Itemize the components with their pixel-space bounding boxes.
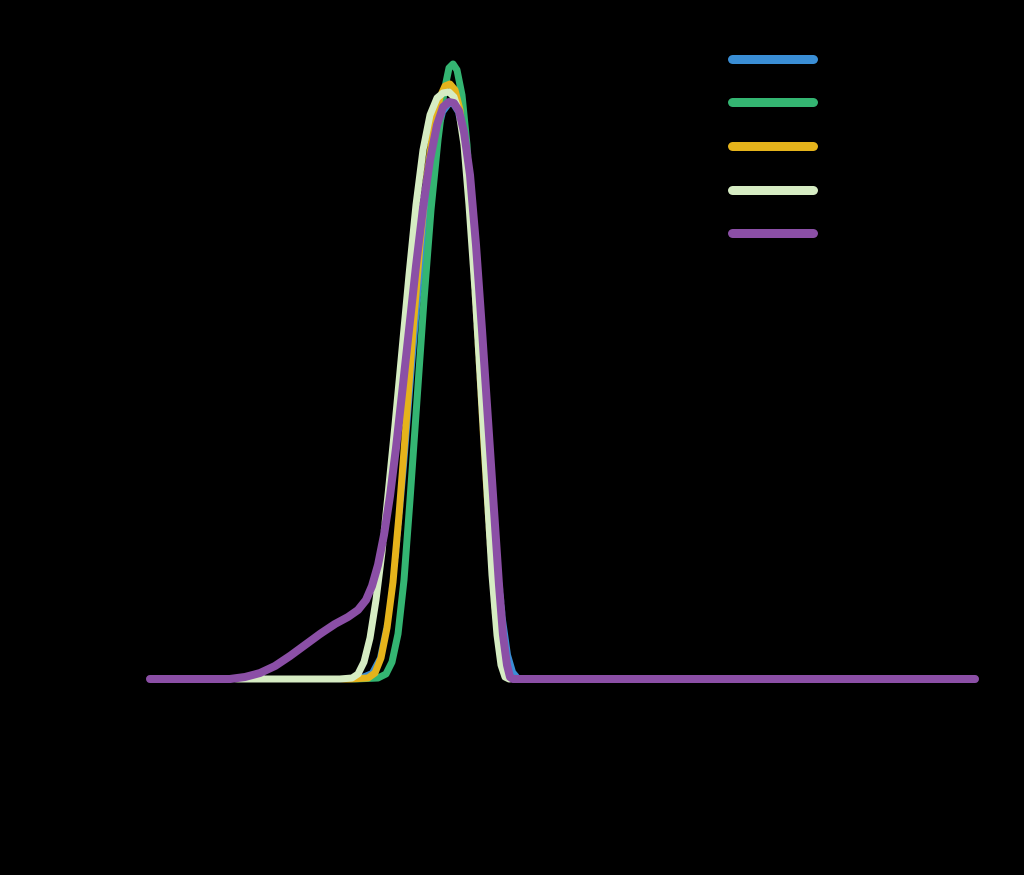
yellow-series-curve [146, 80, 979, 683]
purple-line-swatch [728, 229, 818, 238]
legend-item-purple [728, 229, 818, 238]
yellow-line-swatch [728, 142, 818, 151]
legend-item-yellow [728, 142, 818, 151]
legend-item-green [728, 98, 818, 107]
blue-series-curve [147, 101, 978, 682]
blue-line-swatch [728, 55, 818, 64]
pale-green-series-curve [146, 88, 979, 683]
purple-series-curve [146, 98, 979, 683]
pale-green-line-swatch [728, 186, 818, 195]
legend-item-blue [728, 55, 818, 64]
green-line-swatch [728, 98, 818, 107]
legend-item-pale-green [728, 186, 818, 195]
green-series-curve [146, 60, 979, 683]
